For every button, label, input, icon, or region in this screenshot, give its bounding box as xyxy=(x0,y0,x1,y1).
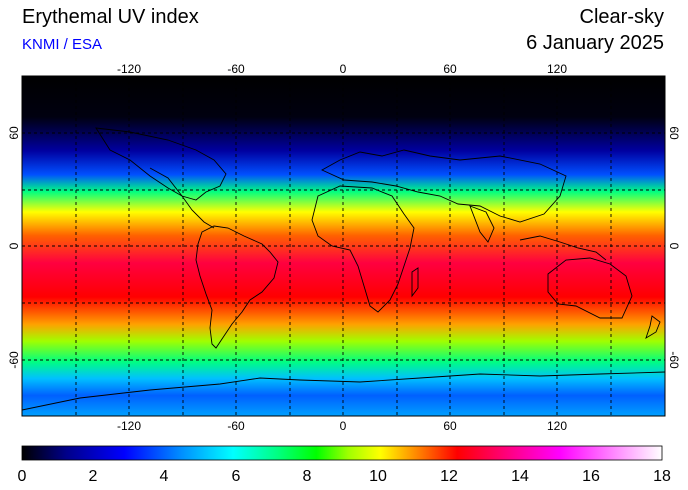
coastlines xyxy=(22,127,665,411)
graticule xyxy=(22,76,665,416)
antarctica-outline xyxy=(22,371,665,411)
date-label: 6 January 2025 xyxy=(526,32,664,54)
sky-condition-label: Clear-sky xyxy=(579,6,664,28)
south-america-outline xyxy=(195,225,279,349)
australia-outline xyxy=(547,257,633,319)
bottom-lon-label-120: 120 xyxy=(547,419,567,433)
bottom-lon-labels: -120 -60 0 60 120 xyxy=(117,419,567,433)
bottom-lon-label-60: 60 xyxy=(443,419,457,433)
colorbar-tick-4: 4 xyxy=(160,468,169,485)
right-lat-label-m60: -60 xyxy=(667,351,681,369)
left-lat-label-60: 60 xyxy=(7,126,21,140)
colorbar-tick-16: 16 xyxy=(582,468,600,485)
top-lon-label-120: 120 xyxy=(547,62,567,76)
source-label: KNMI / ESA xyxy=(22,36,103,53)
colorbar-tick-8: 8 xyxy=(303,468,312,485)
left-lat-labels: 60 0 -60 xyxy=(7,126,21,369)
bottom-lon-label-m120: -120 xyxy=(117,419,141,433)
map-title: Erythemal UV index xyxy=(22,6,199,28)
madagascar-outline xyxy=(411,267,419,298)
central-america-outline xyxy=(149,167,215,229)
north-america-outline xyxy=(95,127,227,201)
new-zealand-outline xyxy=(645,315,661,340)
top-lon-labels: -120 -60 0 60 120 xyxy=(117,62,567,76)
colorbar-tick-12: 12 xyxy=(440,468,458,485)
map-frame xyxy=(21,75,666,417)
colorbar-ticks: 0 2 4 6 8 10 12 14 16 18 xyxy=(18,468,671,485)
colorbar-tick-18: 18 xyxy=(653,468,671,485)
top-lon-label-m60: -60 xyxy=(227,62,245,76)
left-lat-label-m60: -60 xyxy=(7,351,21,369)
eurasia-outline xyxy=(321,149,567,223)
colorbar-tick-14: 14 xyxy=(511,468,529,485)
bottom-lon-label-m60: -60 xyxy=(227,419,245,433)
africa-outline xyxy=(311,185,415,313)
bottom-lon-label-0: 0 xyxy=(340,419,347,433)
right-lat-labels: 60 0 -60 xyxy=(667,126,681,369)
left-lat-label-0: 0 xyxy=(7,242,21,249)
top-lon-label-60: 60 xyxy=(443,62,457,76)
colorbar-tick-2: 2 xyxy=(89,468,98,485)
right-lat-label-60: 60 xyxy=(667,126,681,140)
colorbar-tick-10: 10 xyxy=(369,468,387,485)
right-lat-label-0: 0 xyxy=(667,243,681,250)
colorbar-tick-6: 6 xyxy=(232,468,241,485)
top-lon-label-m120: -120 xyxy=(117,62,141,76)
india-outline xyxy=(469,205,495,243)
colorbar xyxy=(21,445,663,461)
top-lon-label-0: 0 xyxy=(340,62,347,76)
indonesia-outline xyxy=(519,235,607,261)
colorbar-tick-0: 0 xyxy=(18,468,27,485)
